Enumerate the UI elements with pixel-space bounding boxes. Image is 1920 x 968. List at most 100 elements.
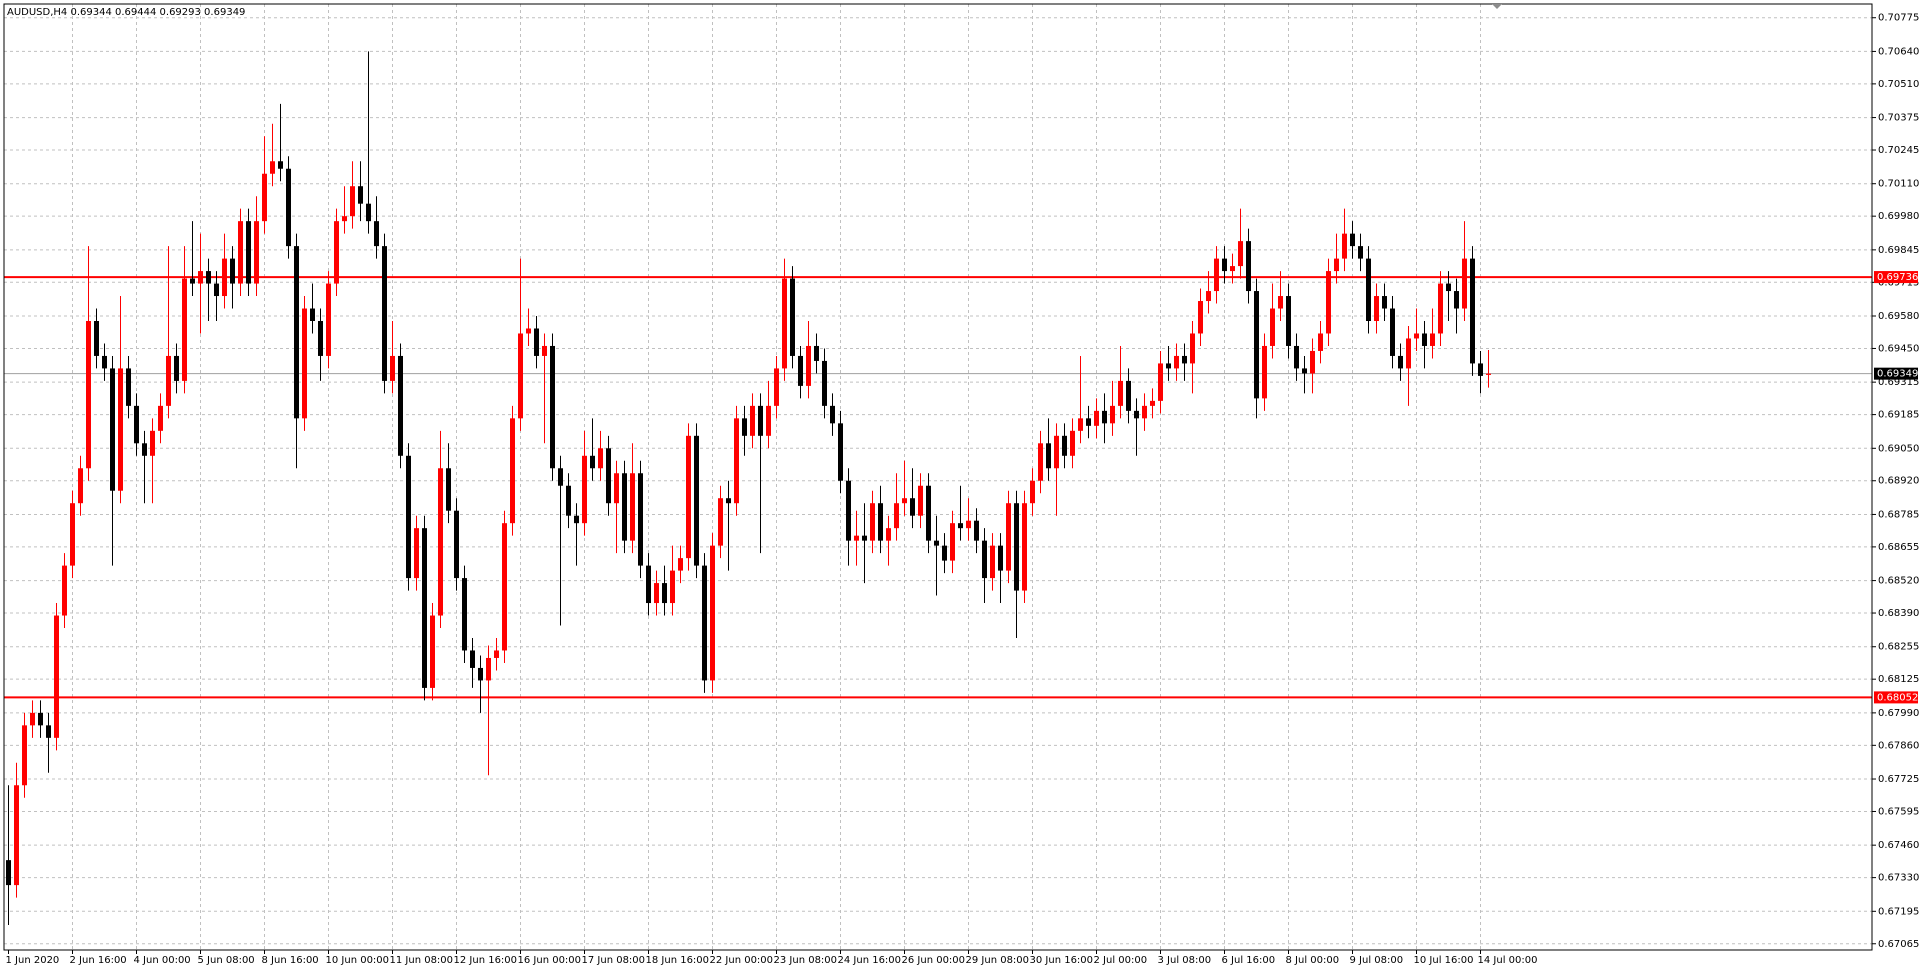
candle-body bbox=[1358, 246, 1363, 259]
level-line-label: 0.69736 bbox=[1877, 272, 1918, 283]
candle-body bbox=[958, 523, 963, 529]
candle-body bbox=[1190, 333, 1195, 364]
candle-body bbox=[342, 216, 347, 222]
candle-body bbox=[1166, 363, 1171, 369]
bid-line-label: 0.69349 bbox=[1877, 369, 1918, 380]
candle-body bbox=[78, 468, 83, 504]
x-tick-label: 16 Jun 00:00 bbox=[518, 955, 582, 966]
candle-body bbox=[1022, 503, 1027, 591]
x-tick-label: 2 Jun 16:00 bbox=[70, 955, 127, 966]
candle-body bbox=[502, 523, 507, 651]
candle-body bbox=[1030, 480, 1035, 504]
chart-title: AUDUSD,H4 0.69344 0.69444 0.69293 0.6934… bbox=[7, 7, 245, 18]
candle-body bbox=[398, 355, 403, 456]
candle-body bbox=[566, 485, 571, 516]
candle-body bbox=[790, 278, 795, 356]
candle-body bbox=[782, 278, 787, 369]
candle-body bbox=[350, 186, 355, 217]
candle-body bbox=[134, 405, 139, 444]
grid-layer bbox=[4, 4, 1872, 950]
y-tick-label: 0.68390 bbox=[1878, 608, 1919, 619]
candle-body bbox=[598, 448, 603, 469]
candle-body bbox=[390, 355, 395, 381]
candle-body bbox=[1118, 380, 1123, 406]
y-tick-label: 0.67065 bbox=[1878, 939, 1919, 950]
candle-body bbox=[510, 418, 515, 524]
candle-body bbox=[910, 498, 915, 516]
bid-line-box bbox=[1874, 367, 1918, 380]
candle-body bbox=[110, 368, 115, 491]
candle-body bbox=[1078, 418, 1083, 431]
candle-body bbox=[1478, 363, 1483, 376]
y-tick-label: 0.70245 bbox=[1878, 145, 1919, 156]
x-tick-label: 12 Jun 16:00 bbox=[454, 955, 518, 966]
candle-body bbox=[758, 405, 763, 436]
candle-body bbox=[494, 650, 499, 658]
candle-body bbox=[22, 725, 27, 786]
candle-body bbox=[278, 161, 283, 169]
candle-body bbox=[1086, 418, 1091, 426]
candle-body bbox=[1334, 258, 1339, 272]
candle-body bbox=[1174, 355, 1179, 369]
x-tick-label: 9 Jul 08:00 bbox=[1350, 955, 1404, 966]
y-tick-label: 0.68255 bbox=[1878, 642, 1919, 653]
y-tick-label: 0.68655 bbox=[1878, 542, 1919, 553]
candle-body bbox=[1014, 503, 1019, 591]
y-tick-label: 0.69450 bbox=[1878, 343, 1919, 354]
level-line-box bbox=[1874, 691, 1918, 704]
candle-body bbox=[798, 355, 803, 386]
candle-body bbox=[142, 443, 147, 456]
candle-body bbox=[1182, 355, 1187, 364]
candle-body bbox=[878, 503, 883, 541]
x-tick-label: 17 Jun 08:00 bbox=[582, 955, 646, 966]
x-tick-label: 3 Jul 08:00 bbox=[1158, 955, 1212, 966]
candle-body bbox=[206, 271, 211, 284]
candle-body bbox=[150, 430, 155, 456]
candle-body bbox=[1110, 405, 1115, 424]
y-tick-label: 0.68125 bbox=[1878, 674, 1919, 685]
candle-body bbox=[1374, 296, 1379, 321]
candle-body bbox=[590, 455, 595, 469]
candle-body bbox=[414, 528, 419, 579]
candles bbox=[6, 51, 1491, 926]
candle-body bbox=[1382, 296, 1387, 309]
x-tick-label: 22 Jun 00:00 bbox=[710, 955, 774, 966]
candle-body bbox=[918, 485, 923, 516]
candle-body bbox=[6, 860, 11, 886]
candle-body bbox=[630, 473, 635, 541]
candle-body bbox=[1094, 410, 1099, 426]
candle-body bbox=[830, 405, 835, 424]
candle-body bbox=[182, 278, 187, 381]
y-tick-label: 0.68785 bbox=[1878, 509, 1919, 520]
candle-body bbox=[38, 712, 43, 726]
y-tick-label: 0.69050 bbox=[1878, 443, 1919, 454]
candle-body bbox=[1438, 283, 1443, 334]
candle-body bbox=[1270, 308, 1275, 346]
candle-body bbox=[726, 498, 731, 504]
y-tick-label: 0.70375 bbox=[1878, 113, 1919, 124]
candle-body bbox=[326, 283, 331, 356]
y-tick-label: 0.68520 bbox=[1878, 576, 1919, 587]
candle-body bbox=[1318, 333, 1323, 351]
candle-body bbox=[742, 418, 747, 436]
candle-body bbox=[534, 328, 539, 356]
candle-body bbox=[838, 423, 843, 481]
candle-body bbox=[966, 520, 971, 529]
y-tick-label: 0.67460 bbox=[1878, 840, 1919, 851]
candle-body bbox=[86, 320, 91, 469]
candle-body bbox=[1062, 435, 1067, 456]
candle-body bbox=[382, 246, 387, 381]
candle-body bbox=[1310, 350, 1315, 374]
candle-body bbox=[1278, 296, 1283, 309]
candle-body bbox=[638, 473, 643, 566]
plot-frame bbox=[3, 3, 1873, 951]
y-tick-label: 0.70110 bbox=[1878, 179, 1919, 190]
candle-body bbox=[550, 345, 555, 469]
candle-body bbox=[286, 168, 291, 247]
candle-body bbox=[846, 480, 851, 541]
candle-body bbox=[942, 545, 947, 561]
candle-body bbox=[574, 515, 579, 524]
y-tick-label: 0.69185 bbox=[1878, 410, 1919, 421]
